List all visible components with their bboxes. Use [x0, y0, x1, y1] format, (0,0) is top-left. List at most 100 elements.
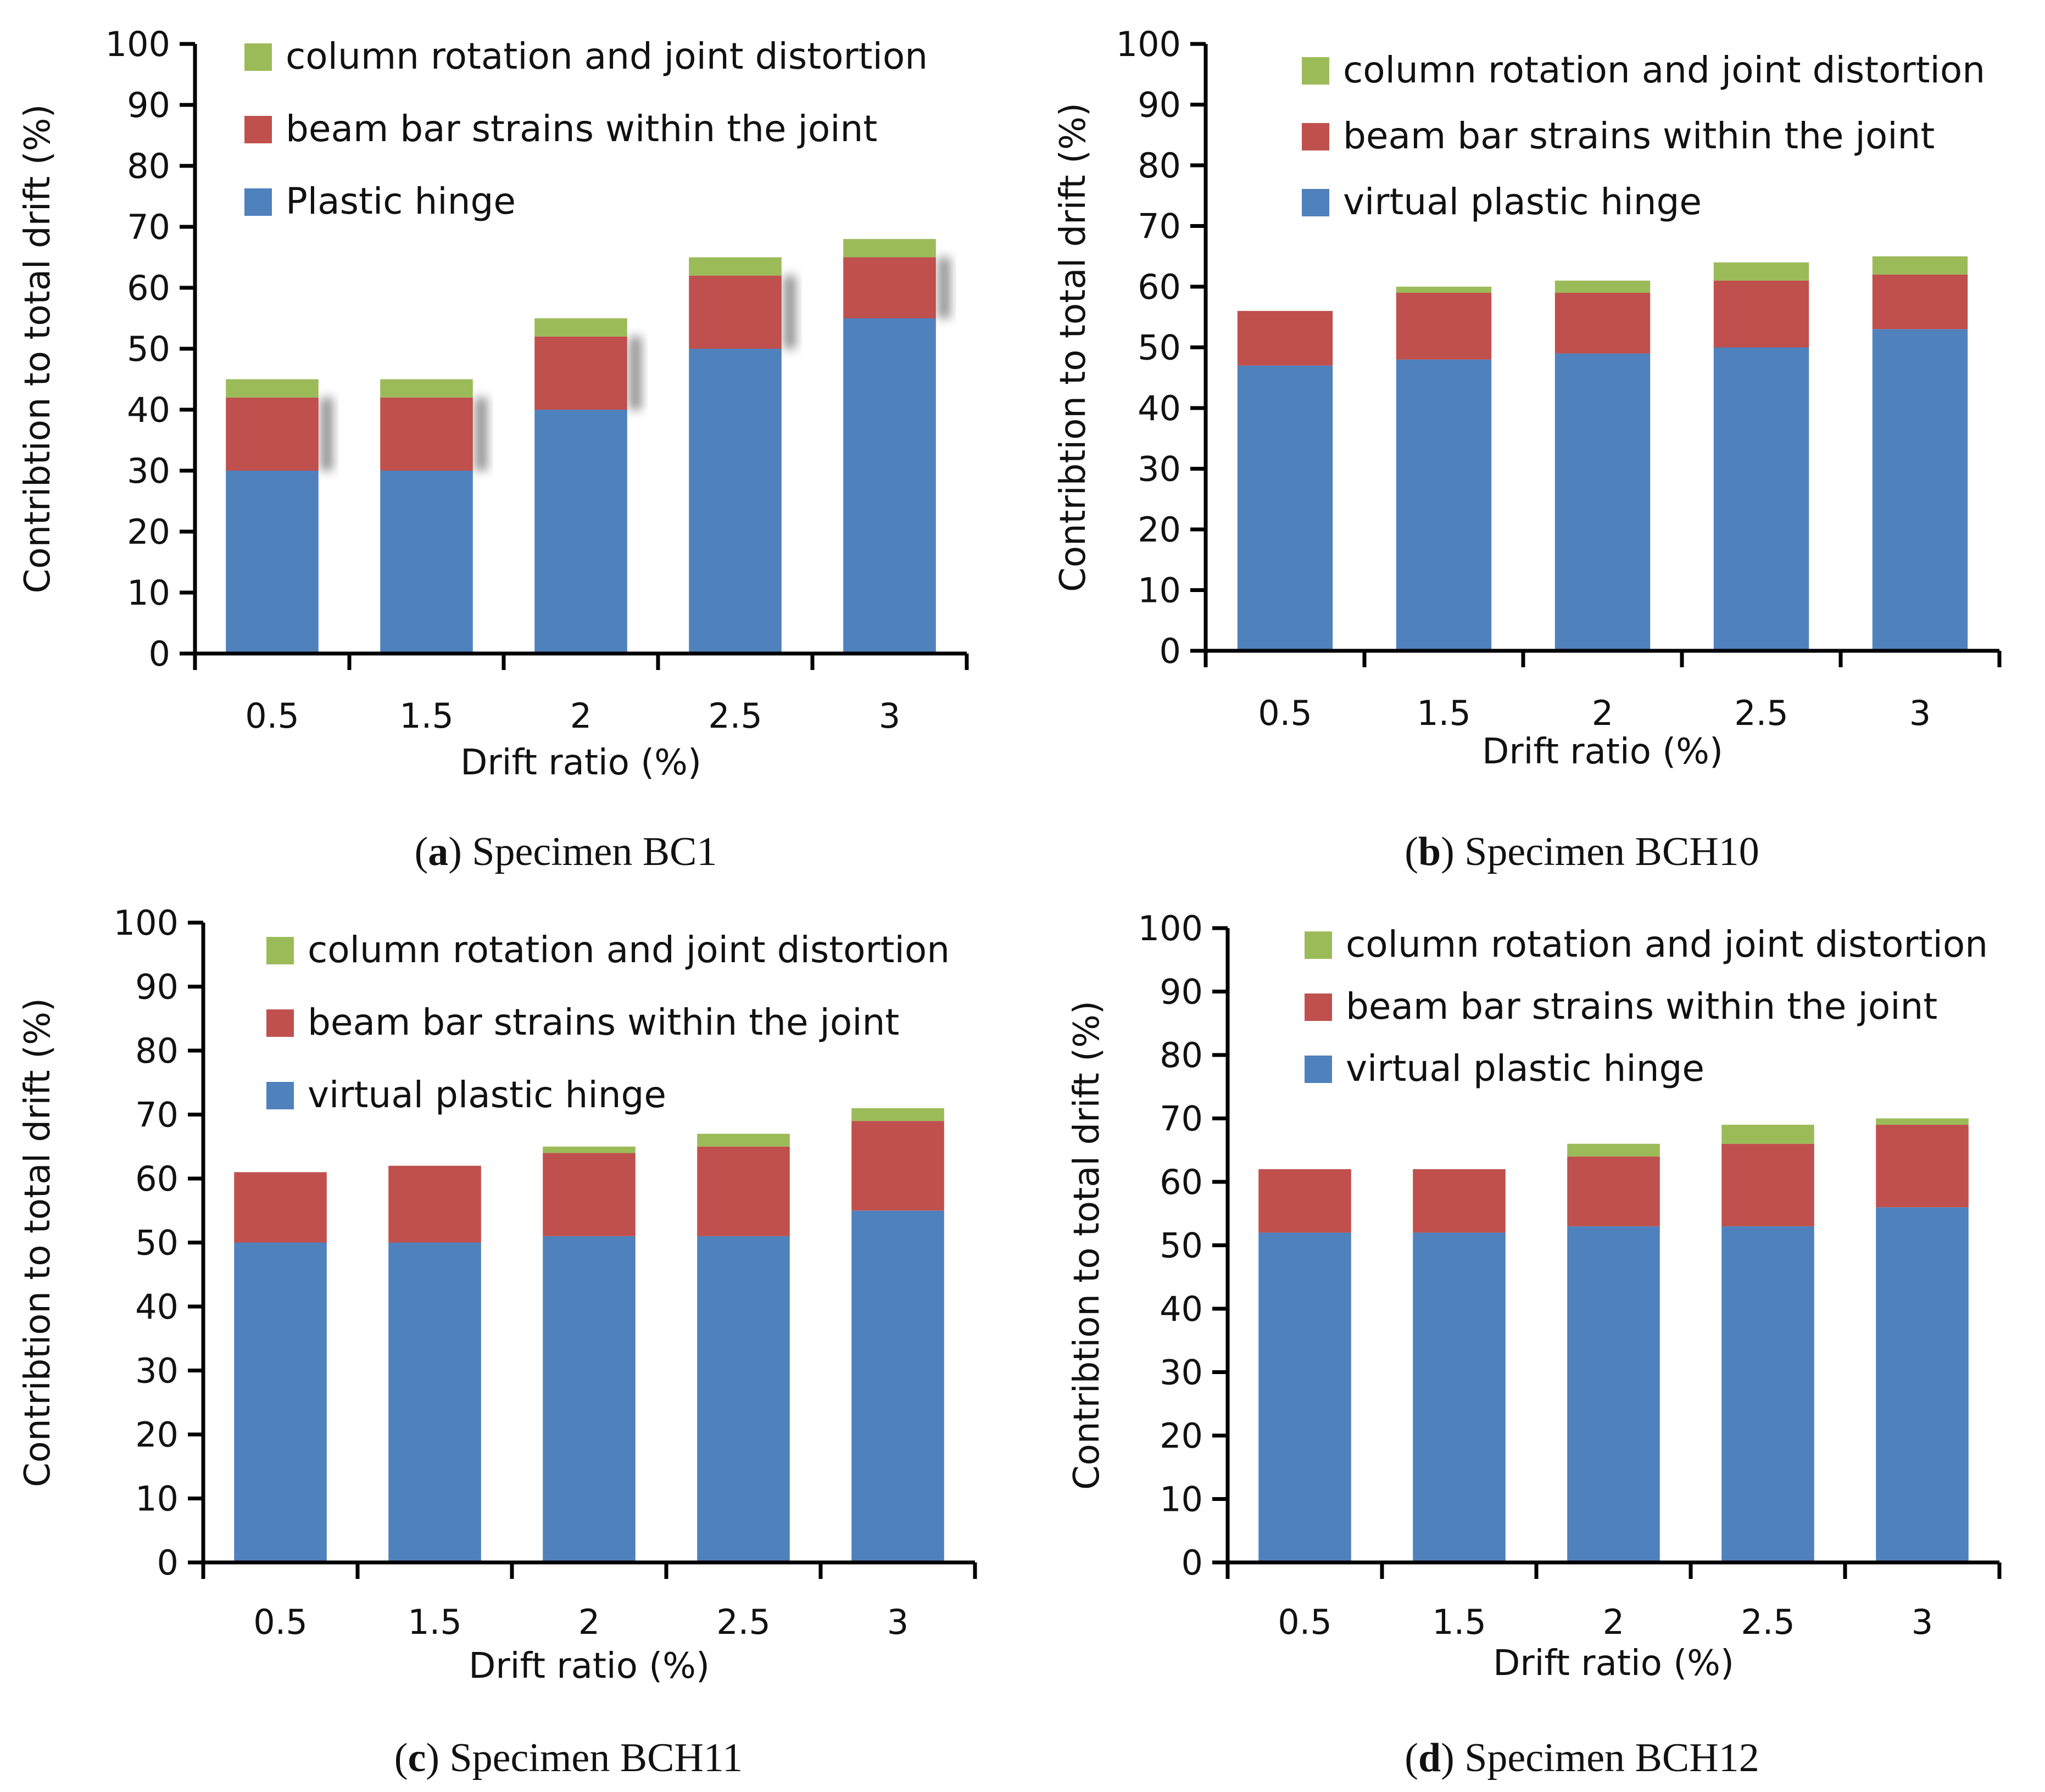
bar-segment-3-cat-3: [1567, 1143, 1660, 1157]
chart-panel-d: 0 10 20 30 40 50 60 70 80 90 100 0.5 1.5 2 2.5 3 Drift r…: [1067, 908, 2002, 1780]
caption-title: Specimen BCH10: [1464, 829, 1759, 874]
x-tick-label: 3: [879, 696, 900, 736]
bar-segment-3-cat-2: [380, 379, 473, 398]
legend-label: virtual plastic hinge: [308, 1074, 666, 1116]
bar-segment-1-cat-2: [1396, 359, 1492, 651]
bar-segment-3-cat-3: [534, 318, 627, 337]
legend-swatch: [1305, 1056, 1332, 1083]
legend-swatch: [1302, 57, 1329, 85]
legend-swatch: [266, 937, 294, 964]
y-tick-label: 20: [127, 512, 170, 552]
bar-segment-1-cat-5: [843, 318, 936, 654]
bar-segment-2-cat-3: [534, 336, 627, 410]
y-tick-label: 0: [1182, 1543, 1203, 1583]
bar-segment-1-cat-1: [1258, 1232, 1351, 1562]
y-tick-label: 80: [1138, 146, 1181, 186]
y-tick-label: 100: [105, 24, 170, 64]
x-axis-title: Drift ratio (%): [1482, 732, 1723, 772]
bar-segment-2-cat-2: [1396, 293, 1492, 360]
y-axis-title: Contribtion to total drift (%): [18, 998, 58, 1487]
x-tick-label: 2.5: [1741, 1602, 1795, 1642]
x-tick-label: 2: [578, 1602, 600, 1642]
bar-segment-3-cat-4: [1721, 1125, 1814, 1144]
bars: [1258, 1118, 1969, 1562]
bar-segment-1-cat-1: [226, 471, 319, 654]
y-tick-label: 90: [1160, 972, 1203, 1012]
x-tick-label: 0.5: [1278, 1602, 1332, 1642]
bar-segment-2-cat-1: [234, 1172, 327, 1243]
legend: column rotation and joint distortion beam…: [266, 929, 950, 1116]
bar-segment-2-cat-4: [689, 275, 782, 349]
legend-swatch: [244, 188, 272, 216]
y-tick-label: 50: [135, 1223, 179, 1263]
caption-letter: a: [428, 829, 448, 874]
legend-swatch: [1302, 123, 1329, 150]
y-tick-label: 30: [1160, 1353, 1203, 1393]
legend-swatch: [266, 1082, 294, 1109]
y-tick-label: 20: [1138, 510, 1181, 550]
bar-segment-2-cat-4: [697, 1146, 790, 1236]
bar-segment-2-cat-5: [1876, 1125, 1969, 1208]
caption-paren-close: ): [1441, 1735, 1464, 1780]
chart-panel-a: 0 10 20 30 40 50 60 70 80 90 100 0.5 1.5 2 2.5 3 Drift r…: [18, 24, 969, 874]
bar-segment-1-cat-3: [543, 1236, 636, 1562]
bar-segment-1-cat-3: [1554, 353, 1651, 651]
y-tick-label: 10: [1138, 571, 1181, 611]
y-tick-label: 100: [114, 903, 179, 943]
y-tick-label: 50: [1160, 1226, 1203, 1266]
y-tick-label: 80: [1160, 1035, 1203, 1075]
y-tick-label: 0: [1160, 631, 1181, 671]
y-axis-title: Contribtion to total drift (%): [1067, 1001, 1107, 1490]
legend-label: column rotation and joint distortion: [1346, 923, 1988, 965]
x-tick-label: 0.5: [253, 1602, 308, 1642]
bar-segment-1-cat-4: [1721, 1226, 1814, 1562]
bar-segment-3-cat-5: [1872, 256, 1968, 275]
caption-paren-open: (: [394, 1735, 408, 1780]
bar-segment-3-cat-4: [697, 1134, 790, 1147]
bar-segment-3-cat-4: [1713, 262, 1809, 281]
bar-segment-3-cat-3: [543, 1146, 636, 1153]
legend: column rotation and joint distortion beam…: [1305, 923, 1988, 1090]
x-axis-title: Drift ratio (%): [460, 743, 701, 783]
caption-paren-open: (: [1405, 829, 1418, 874]
bar-segment-1-cat-4: [697, 1236, 790, 1562]
bar-segment-3-cat-1: [226, 379, 319, 398]
y-tick-label: 0: [149, 634, 170, 674]
y-tick-label: 30: [135, 1351, 179, 1391]
bar-segment-2-cat-3: [1567, 1156, 1660, 1226]
y-tick-label: 80: [135, 1031, 179, 1071]
legend-label: column rotation and joint distortion: [1343, 49, 1985, 91]
bars: [226, 239, 950, 654]
y-tick-label: 100: [1138, 908, 1203, 948]
y-tick-label: 60: [127, 268, 170, 308]
legend-swatch: [1302, 189, 1329, 216]
bar-shadow: [475, 397, 487, 471]
y-tick-label: 10: [1160, 1480, 1203, 1520]
x-tick-label: 2.5: [1734, 693, 1788, 733]
bar-segment-1-cat-5: [1876, 1207, 1969, 1562]
y-tick-label: 70: [1138, 206, 1181, 247]
x-axis-title: Drift ratio (%): [469, 1646, 710, 1687]
x-tick-label: 3: [887, 1602, 909, 1642]
caption-paren-open: (: [415, 829, 428, 874]
y-tick-label: 80: [127, 146, 170, 186]
bar-segment-1-cat-4: [1713, 347, 1809, 651]
legend-label: column rotation and joint distortion: [286, 35, 928, 77]
y-tick-label: 50: [1138, 328, 1181, 368]
y-axis-title: Contribtion to total drift (%): [18, 104, 58, 594]
caption-paren-close: ): [426, 1735, 449, 1780]
bar-segment-2-cat-5: [843, 257, 936, 319]
caption-paren-open: (: [1405, 1735, 1418, 1780]
bar-segment-2-cat-2: [380, 397, 473, 471]
caption-title: Specimen BCH11: [449, 1735, 743, 1780]
bar-segment-2-cat-1: [1258, 1169, 1351, 1233]
legend-label: beam bar strains within the joint: [308, 1001, 899, 1043]
caption-title: Specimen BCH12: [1464, 1735, 1759, 1780]
panel-caption: (b) Specimen BCH10: [1405, 829, 1759, 874]
bar-shadow: [320, 397, 333, 471]
legend-label: virtual plastic hinge: [1346, 1047, 1704, 1090]
y-tick-label: 60: [135, 1159, 179, 1199]
y-tick-label: 90: [1138, 85, 1181, 125]
y-tick-label: 30: [1138, 449, 1181, 489]
x-tick-label: 1.5: [1432, 1602, 1486, 1642]
